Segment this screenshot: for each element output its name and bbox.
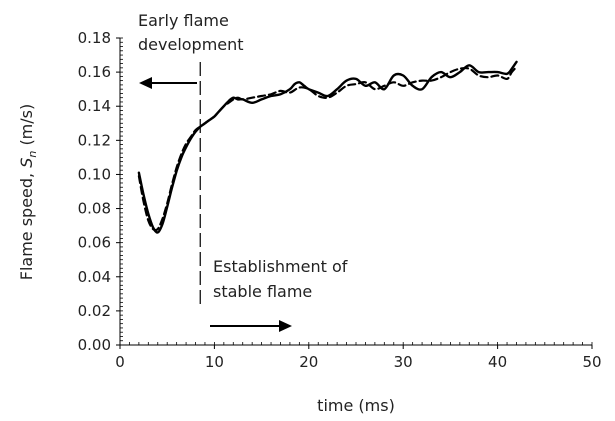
y-tick-label: 0.12	[78, 131, 111, 149]
stable-flame-label-line2: stable flame	[213, 282, 312, 301]
y-axis-title-unit: (m/s)	[17, 104, 36, 151]
early-flame-label-line2: development	[138, 35, 244, 54]
x-tick-label: 0	[115, 353, 125, 371]
y-tick-label: 0.06	[78, 234, 111, 252]
y-axis-title: Flame speed, Sn (m/s)	[17, 104, 39, 281]
x-tick-label: 10	[205, 353, 224, 371]
x-tick-label: 40	[488, 353, 507, 371]
series-line-solid	[137, 60, 518, 234]
early-flame-label-line1: Early flame	[138, 11, 229, 30]
y-tick-label: 0.10	[78, 165, 111, 183]
x-axis-title: time (ms)	[317, 396, 395, 415]
x-tick-label: 50	[582, 353, 601, 371]
stable-flame-label-line1: Establishment of	[213, 257, 348, 276]
y-tick-label: 0.00	[78, 336, 111, 354]
y-tick-label: 0.18	[78, 29, 111, 47]
y-tick-label: 0.02	[78, 302, 111, 320]
x-tick-label: 30	[394, 353, 413, 371]
y-axis-title-symbol: S	[17, 158, 36, 168]
series-group	[137, 60, 518, 234]
right-arrow-head	[279, 320, 292, 332]
y-axis-title-subscript: n	[26, 151, 39, 158]
series-line-dashed	[137, 65, 518, 232]
annotations: Early flame development Establishment of…	[138, 11, 348, 332]
y-tick-label: 0.08	[78, 200, 111, 218]
left-arrow-head	[139, 77, 152, 89]
x-tick-label: 20	[299, 353, 318, 371]
y-tick-label: 0.14	[78, 97, 111, 115]
y-axis-title-main: Flame speed,	[17, 168, 36, 280]
ticks: 0.00 0.02 0.04 0.06 0.08 0.10 0.12 0.14 0.16 0.18…	[78, 29, 602, 371]
y-tick-label: 0.16	[78, 63, 111, 81]
y-tick-label: 0.04	[78, 268, 111, 286]
